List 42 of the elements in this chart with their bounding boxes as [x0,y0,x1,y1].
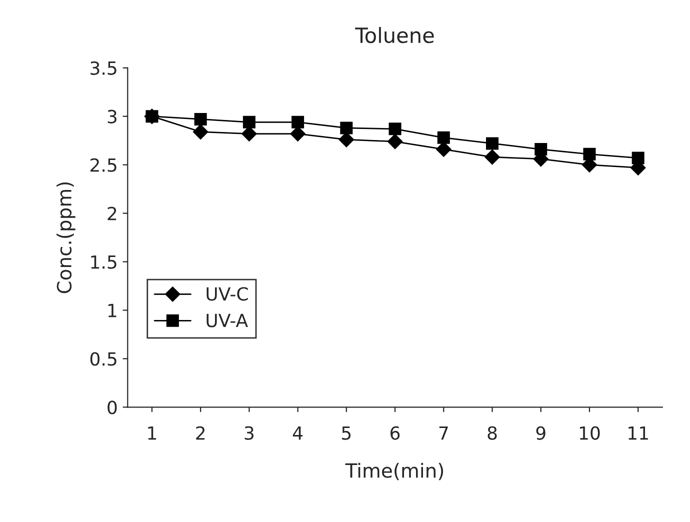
y-tick-label: 3.5 [90,61,116,75]
point [292,116,304,128]
point [436,142,452,157]
x-tick-label: 4 [292,426,303,440]
x-tick-label: 7 [439,426,448,440]
point [338,132,354,148]
x-tick-label: 1 [148,426,156,440]
y-axis-title: Conc.(ppm) [56,182,76,294]
x-tick-label: 3 [244,426,254,440]
point [146,110,158,123]
point [193,124,208,140]
point [534,143,548,156]
point [340,122,353,134]
y-tick-label: 0.5 [90,352,116,366]
x-tick-label: 5 [342,426,351,440]
legend-label: UV-A [206,314,248,328]
x-tick-label: 6 [390,426,400,440]
point [437,131,450,144]
point [387,134,403,150]
point [242,116,256,128]
y-tick-label: 1 [108,304,116,318]
x-tick-label: 11 [628,426,648,440]
point [583,148,596,160]
x-tick-label: 8 [488,426,497,440]
y-tick-label: 2.5 [90,158,116,172]
point [388,122,402,136]
point [632,152,644,164]
x-tick-label: 9 [536,426,546,440]
y-tick-label: 3 [108,110,116,124]
point [484,149,500,165]
point [242,126,257,142]
chart-title: Toluene [355,27,434,44]
y-tick-label: 2 [108,206,116,220]
legend-label: UV-C [206,287,248,301]
y-tick-label: 1.5 [91,255,116,269]
point [486,137,499,150]
point [290,126,306,142]
y-tick-label: 0 [108,400,117,414]
x-tick-label: 2 [196,426,205,440]
x-tick-label: 10 [580,426,600,440]
point [194,112,207,126]
x-axis-title: Time(min) [345,462,444,480]
